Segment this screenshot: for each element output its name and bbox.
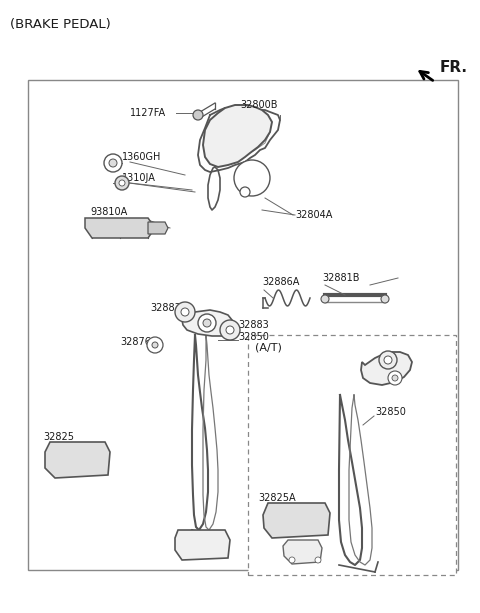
Circle shape [119, 180, 125, 186]
Text: 32876A: 32876A [120, 337, 157, 347]
Text: FR.: FR. [440, 60, 468, 75]
Text: (BRAKE PEDAL): (BRAKE PEDAL) [10, 18, 111, 31]
Circle shape [321, 295, 329, 303]
Text: 32825A: 32825A [258, 493, 296, 503]
Text: 1310JA: 1310JA [122, 173, 156, 183]
Circle shape [175, 302, 195, 322]
Text: (A/T): (A/T) [255, 343, 282, 353]
Circle shape [104, 154, 122, 172]
Circle shape [289, 557, 295, 563]
Polygon shape [203, 105, 272, 167]
Circle shape [392, 375, 398, 381]
Polygon shape [361, 352, 412, 385]
Text: 32850: 32850 [238, 332, 269, 342]
Circle shape [379, 351, 397, 369]
Text: 32883: 32883 [238, 320, 269, 330]
Bar [28, 80, 458, 570]
Circle shape [226, 326, 234, 334]
Polygon shape [175, 530, 230, 560]
Polygon shape [45, 442, 110, 478]
Text: 1127FA: 1127FA [130, 108, 166, 118]
Circle shape [115, 176, 129, 190]
Circle shape [381, 295, 389, 303]
Text: 32883: 32883 [150, 303, 181, 313]
Circle shape [388, 371, 402, 385]
Polygon shape [263, 503, 330, 538]
Polygon shape [148, 222, 168, 234]
Polygon shape [85, 218, 155, 238]
Circle shape [193, 110, 203, 120]
Text: 32825: 32825 [43, 432, 74, 442]
Text: 1360GH: 1360GH [122, 152, 161, 162]
Circle shape [240, 187, 250, 197]
Bar [248, 335, 456, 575]
Circle shape [234, 160, 270, 196]
Polygon shape [283, 540, 322, 564]
Circle shape [315, 557, 321, 563]
Text: 32800B: 32800B [240, 100, 277, 110]
Circle shape [152, 342, 158, 348]
Text: 93810A: 93810A [90, 207, 127, 217]
Circle shape [198, 314, 216, 332]
Text: 32850: 32850 [375, 407, 406, 417]
Circle shape [109, 159, 117, 167]
Circle shape [220, 320, 240, 340]
Circle shape [203, 319, 211, 327]
Polygon shape [182, 310, 232, 336]
Circle shape [384, 356, 392, 364]
Circle shape [147, 337, 163, 353]
Circle shape [181, 308, 189, 316]
Text: 32881B: 32881B [322, 273, 360, 283]
Text: 32886A: 32886A [262, 277, 300, 287]
Text: 32804A: 32804A [295, 210, 332, 220]
